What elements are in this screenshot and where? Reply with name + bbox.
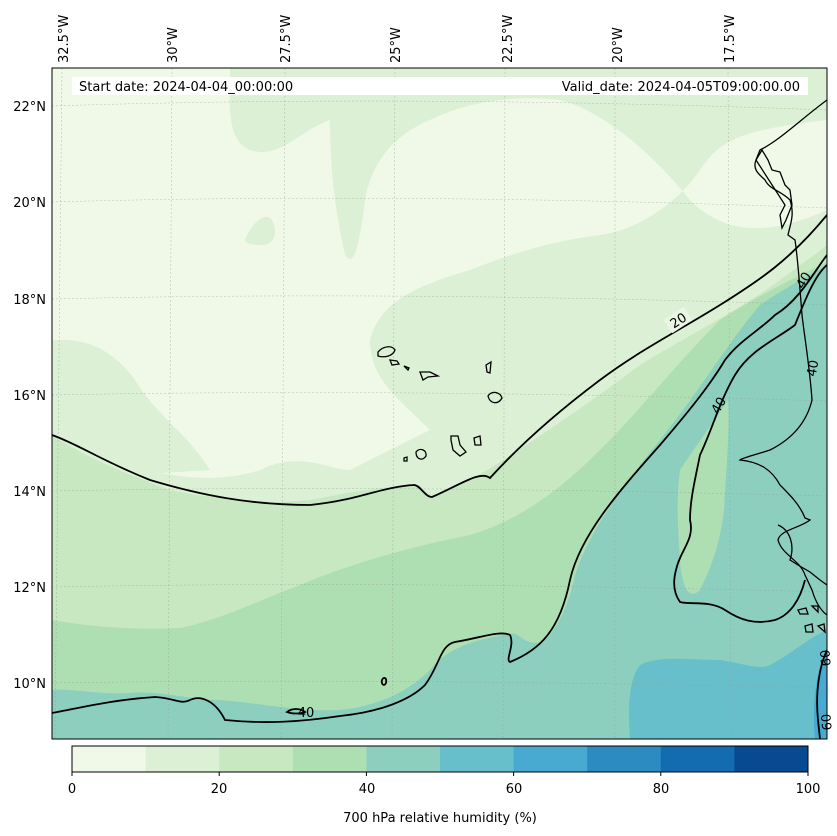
colorbar-tick-0: 0 [68, 782, 76, 797]
lat-label-10n: 10°N [13, 677, 46, 692]
humidity-band-50-60 [629, 630, 827, 739]
colorbar-segment [219, 746, 294, 772]
cape-verde-boa-vista [487, 391, 503, 404]
cape-verde-sao-nicolau [419, 371, 441, 381]
valid-date-label: Valid_date: 2024-04-05T09:00:00.00 [562, 80, 800, 95]
colorbar-segment [660, 746, 735, 772]
lon-label-30w: 30°W [166, 27, 181, 63]
cape-verde-sao-vicente [388, 359, 401, 366]
contour-labels: 20 40 40 40 40 60 60 [298, 270, 836, 731]
lat-label-22n: 22°N [13, 100, 46, 115]
colorbar-tick-80: 80 [653, 782, 670, 797]
colorbar-tick-20: 20 [211, 782, 228, 797]
colorbar-tick-40: 40 [359, 782, 376, 797]
cape-verde-sal [485, 360, 492, 374]
contour-label-40b: 40 [709, 395, 730, 417]
contour-40-small [285, 708, 307, 715]
colorbar-segment [734, 746, 809, 772]
western-sahara-detail [755, 148, 793, 231]
contour-40-small2 [380, 677, 388, 686]
africa-coast [738, 99, 827, 616]
cape-verde-santa-luzia [403, 365, 410, 372]
cape-verde-fogo [415, 448, 427, 460]
lon-label-22-5w: 22.5°W [501, 15, 516, 63]
humidity-band-30-40b [677, 400, 729, 594]
lon-label-17-5w: 17.5°W [723, 15, 738, 63]
cape-verde-santo-antao [377, 346, 396, 358]
contour-label-40a: 40 [298, 706, 315, 721]
lat-label-12n: 12°N [13, 581, 46, 596]
colorbar-tick-100: 100 [796, 782, 821, 797]
contour-label-60a: 60 [818, 649, 834, 667]
lat-label-14n: 14°N [13, 485, 46, 500]
humidity-band-10-20b [245, 216, 275, 245]
humidity-band-40-50 [52, 265, 827, 739]
cape-verde-santiago [450, 435, 467, 457]
colorbar-segment [366, 746, 441, 772]
lon-label-32-5w: 32.5°W [57, 15, 72, 63]
humidity-field [52, 68, 827, 739]
colorbar-segment [587, 746, 662, 772]
contour-20 [52, 214, 827, 506]
contour-label-40c: 40 [794, 270, 815, 292]
lat-label-18n: 18°N [13, 293, 46, 308]
colorbar-segment [513, 746, 588, 772]
cape-verde-maio [473, 435, 482, 446]
colorbar-segment [145, 746, 220, 772]
lon-label-27-5w: 27.5°W [279, 15, 294, 63]
colorbar [71, 745, 809, 776]
start-date-label: Start date: 2024-04-04_00:00:00 [79, 80, 293, 95]
colorbar-segment [72, 746, 147, 772]
contour-label-60b: 60 [819, 713, 835, 731]
colorbar-segment [440, 746, 515, 772]
colorbar-ticks: 0 20 40 60 80 100 [68, 782, 821, 797]
lat-label-16n: 16°N [13, 389, 46, 404]
lon-label-25w: 25°W [389, 27, 404, 63]
contour-label-40d: 40 [805, 359, 823, 378]
cape-verde-brava [403, 456, 408, 462]
map-frame [51, 67, 828, 740]
coastlines [377, 99, 827, 634]
latitude-labels: 22°N 20°N 18°N 16°N 14°N 12°N 10°N [13, 100, 46, 692]
longitude-labels: 32.5°W 30°W 27.5°W 25°W 22.5°W 20°W 17.5… [57, 15, 738, 63]
colorbar-frame [71, 745, 809, 773]
colorbar-label: 700 hPa relative humidity (%) [343, 811, 537, 826]
contour-lines [52, 214, 827, 739]
graticule [52, 68, 827, 739]
bijagos-islands [797, 605, 826, 634]
contour-40-inner [673, 264, 827, 623]
lon-label-20w: 20°W [611, 27, 626, 63]
header-box [72, 77, 808, 95]
contour-40-south [52, 254, 827, 723]
guinea-bissau-coast [777, 524, 827, 586]
colorbar-segment [292, 746, 367, 772]
colorbar-tick-60: 60 [506, 782, 523, 797]
lat-label-20n: 20°N [13, 196, 46, 211]
contour-60 [816, 649, 827, 739]
